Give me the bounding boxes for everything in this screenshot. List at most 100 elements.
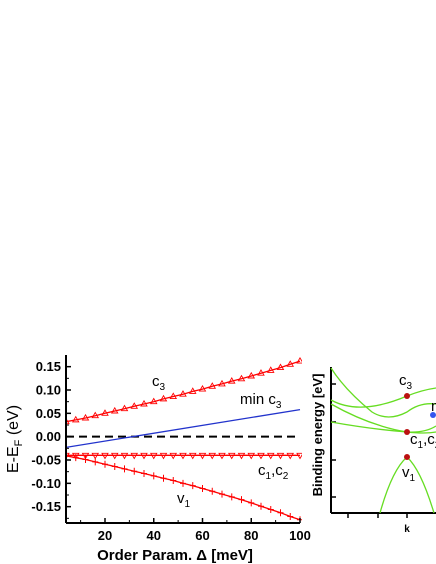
data-point-c1-c2 xyxy=(188,452,197,460)
data-point-c3 xyxy=(208,382,217,389)
data-point-v1 xyxy=(170,477,177,485)
data-point-c3 xyxy=(188,387,197,394)
data-point-c1-c2 xyxy=(247,452,256,460)
data-point-c1-c2 xyxy=(218,452,226,460)
y-tick-label: -0.10 xyxy=(31,476,61,491)
band-curve xyxy=(330,367,436,418)
data-point-c3 xyxy=(149,397,158,405)
data-point-c3 xyxy=(159,394,168,402)
data-point-v1 xyxy=(189,482,196,490)
left-series-group xyxy=(66,356,302,523)
data-point-c1-c2 xyxy=(81,452,90,460)
data-point-c3 xyxy=(66,417,70,425)
left-x-ticks: 20 40 60 80 100 xyxy=(80,518,311,543)
data-point-c1-c2 xyxy=(120,452,129,460)
data-point-c3 xyxy=(296,356,302,364)
left-chart: 0.15 0.10 0.05 0.00 -0.05 -0.10 -0.15 20 40 60 80… xyxy=(5,355,311,564)
right-y-axis-label: Binding energy [eV] xyxy=(310,374,325,497)
x-tick-label: 40 xyxy=(147,528,161,543)
data-point-c3 xyxy=(91,411,100,419)
y-tick-label: 0.10 xyxy=(36,383,61,398)
x-tick-label: 60 xyxy=(195,528,209,543)
data-point-c1-c2 xyxy=(286,452,295,460)
data-point-v1 xyxy=(111,463,118,471)
data-point-c3 xyxy=(120,404,129,412)
data-point-c1-c2 xyxy=(169,452,178,460)
data-point-c1-c2 xyxy=(91,452,100,460)
data-point-v1 xyxy=(92,458,99,466)
data-point-c1-c2 xyxy=(159,452,168,460)
data-point-v1 xyxy=(121,465,128,473)
data-point-c3 xyxy=(247,371,256,379)
data-point-c1-c2 xyxy=(257,452,265,460)
data-point-c3 xyxy=(140,399,148,407)
y-tick-label: 0.05 xyxy=(36,406,61,421)
data-point-c3 xyxy=(179,390,187,397)
data-point-c3 xyxy=(266,366,275,373)
data-point-v1 xyxy=(228,493,235,501)
data-point-c3 xyxy=(227,377,236,384)
label-c1c2: c1,c2 xyxy=(258,462,289,482)
right-label-m: m xyxy=(431,398,436,415)
left-y-ticks: 0.15 0.10 0.05 0.00 -0.05 -0.10 -0.15 xyxy=(31,359,71,519)
data-point-c3 xyxy=(81,413,90,421)
data-point-c3 xyxy=(237,374,246,382)
point-v1 xyxy=(404,454,410,460)
point-c3 xyxy=(404,393,410,399)
y-tick-label: -0.05 xyxy=(31,453,61,468)
data-point-c1-c2 xyxy=(208,452,217,460)
data-point-c3 xyxy=(110,406,119,414)
x-tick-label: 100 xyxy=(289,528,311,543)
right-label-c3: c3 xyxy=(399,372,413,392)
data-point-v1 xyxy=(199,484,206,492)
data-point-v1 xyxy=(66,452,69,460)
data-point-c1-c2 xyxy=(227,452,236,460)
series-line-min-c3 xyxy=(66,408,301,449)
band-curve xyxy=(330,387,436,408)
data-point-v1 xyxy=(287,512,294,520)
data-point-v1 xyxy=(72,454,79,462)
y-tick-label: 0.00 xyxy=(36,429,61,444)
data-point-v1 xyxy=(219,490,225,498)
data-point-c3 xyxy=(218,379,226,387)
data-point-v1 xyxy=(248,499,255,507)
left-y-axis-label: E-EF (eV) xyxy=(5,405,25,473)
data-point-c1-c2 xyxy=(276,452,285,460)
data-point-c1-c2 xyxy=(237,452,246,460)
label-c3: c3 xyxy=(152,373,166,393)
data-point-c1-c2 xyxy=(179,452,187,460)
right-panel: Binding energy [eV] k c3 c1,c2 v1 m xyxy=(310,367,436,535)
data-point-c1-c2 xyxy=(140,452,148,460)
data-point-v1 xyxy=(277,509,284,517)
y-tick-label: -0.15 xyxy=(31,499,61,514)
data-point-c3 xyxy=(198,384,207,392)
data-point-c1-c2 xyxy=(296,452,302,460)
band-curve xyxy=(330,403,436,434)
data-point-c1-c2 xyxy=(130,452,139,460)
data-point-c1-c2 xyxy=(110,452,119,460)
series-line-c3 xyxy=(66,360,301,423)
data-point-c3 xyxy=(276,363,285,371)
point-c1c2 xyxy=(404,429,410,435)
data-point-c1-c2 xyxy=(71,452,80,460)
data-point-c3 xyxy=(71,415,80,423)
right-label-v1: v1 xyxy=(402,464,416,484)
data-point-v1 xyxy=(160,474,167,482)
data-point-v1 xyxy=(180,479,186,487)
point-min xyxy=(430,412,436,418)
y-tick-label: 0.15 xyxy=(36,359,61,374)
right-x-axis-label: k xyxy=(404,524,410,535)
data-point-c1-c2 xyxy=(198,452,207,460)
data-point-v1 xyxy=(102,460,108,468)
right-label-c1c2: c1,c2 xyxy=(410,431,436,451)
data-point-c3 xyxy=(130,402,139,409)
data-point-v1 xyxy=(141,470,147,478)
data-point-c3 xyxy=(101,409,109,416)
label-min-c3: min c3 xyxy=(240,391,282,411)
data-point-v1 xyxy=(267,505,274,513)
data-point-c3 xyxy=(169,392,178,399)
label-v1: v1 xyxy=(177,490,191,510)
data-point-c1-c2 xyxy=(266,452,275,460)
data-point-c3 xyxy=(257,369,265,376)
data-point-c3 xyxy=(286,360,295,367)
